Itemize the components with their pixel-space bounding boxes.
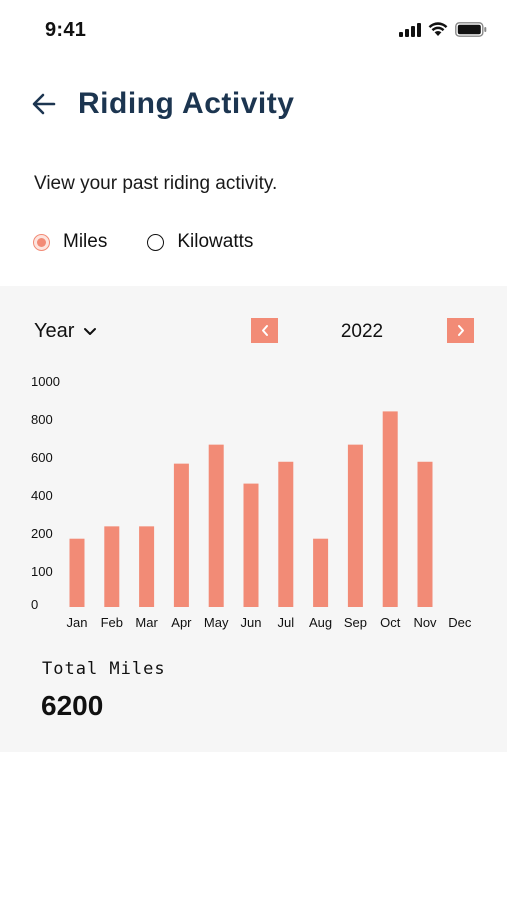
status-time: 9:41 <box>45 19 87 41</box>
radio-kilowatts[interactable]: Kilowatts <box>147 231 253 253</box>
x-tick-label: Aug <box>309 615 332 630</box>
period-dropdown[interactable]: Year <box>34 320 97 343</box>
header: Riding Activity <box>32 86 294 122</box>
cellular-signal-icon <box>399 22 421 37</box>
bar-jul <box>278 461 294 607</box>
x-tick-label: May <box>204 615 229 630</box>
x-tick-label: Jul <box>277 615 294 630</box>
back-button[interactable] <box>32 86 60 122</box>
bar-may <box>208 444 224 607</box>
x-tick-label: Nov <box>413 615 437 630</box>
y-tick-label: 1000 <box>31 374 60 389</box>
x-tick-label: Jan <box>67 615 88 630</box>
x-tick-label: Feb <box>101 615 123 630</box>
x-tick-label: Jun <box>241 615 262 630</box>
y-tick-label: 400 <box>31 488 53 503</box>
selected-year: 2022 <box>340 321 384 342</box>
activity-panel: Year 2022 1000 800 600 400 200 100 0 Jan Feb Mar A… <box>0 286 507 752</box>
arrow-left-icon <box>32 93 56 115</box>
radio-miles-label: Miles <box>63 231 108 252</box>
radio-unselected-icon <box>147 233 165 251</box>
total-miles-value: 6200 <box>41 690 104 721</box>
bar-jan <box>69 538 85 607</box>
wifi-icon <box>428 22 448 36</box>
page-subtitle: View your past riding activity. <box>34 173 278 194</box>
bar-nov <box>417 461 433 607</box>
bar-aug <box>313 538 329 607</box>
y-tick-label: 100 <box>31 564 53 579</box>
chevron-right-icon <box>457 325 464 336</box>
y-tick-label: 600 <box>31 450 53 465</box>
page-title: Riding Activity <box>78 87 295 120</box>
status-icons <box>399 22 487 37</box>
total-miles-label: Total Miles <box>42 659 166 679</box>
bar-apr <box>173 463 189 607</box>
previous-year-button[interactable] <box>251 318 278 343</box>
bar-oct <box>382 411 398 607</box>
radio-miles[interactable]: Miles <box>33 231 107 253</box>
unit-toggle: Miles Kilowatts <box>33 231 293 253</box>
radio-selected-icon <box>33 233 50 251</box>
period-dropdown-label: Year <box>34 320 75 342</box>
battery-icon <box>455 22 487 37</box>
bar-feb <box>104 526 120 607</box>
x-tick-label: Sep <box>344 615 367 630</box>
bar-sep <box>347 444 363 607</box>
chevron-down-icon <box>83 325 97 339</box>
status-bar: 9:41 <box>0 0 507 62</box>
bar-jun <box>243 483 259 607</box>
y-tick-label: 0 <box>31 597 38 612</box>
radio-kilowatts-label: Kilowatts <box>177 231 254 252</box>
y-tick-label: 800 <box>31 412 53 427</box>
next-year-button[interactable] <box>447 318 474 343</box>
x-tick-label: Oct <box>380 615 401 630</box>
x-tick-label: Apr <box>171 615 192 630</box>
bar-mar <box>139 526 155 607</box>
y-tick-label: 200 <box>31 526 53 541</box>
chevron-left-icon <box>261 325 268 336</box>
x-tick-label: Dec <box>448 615 472 630</box>
x-tick-label: Mar <box>135 615 158 630</box>
